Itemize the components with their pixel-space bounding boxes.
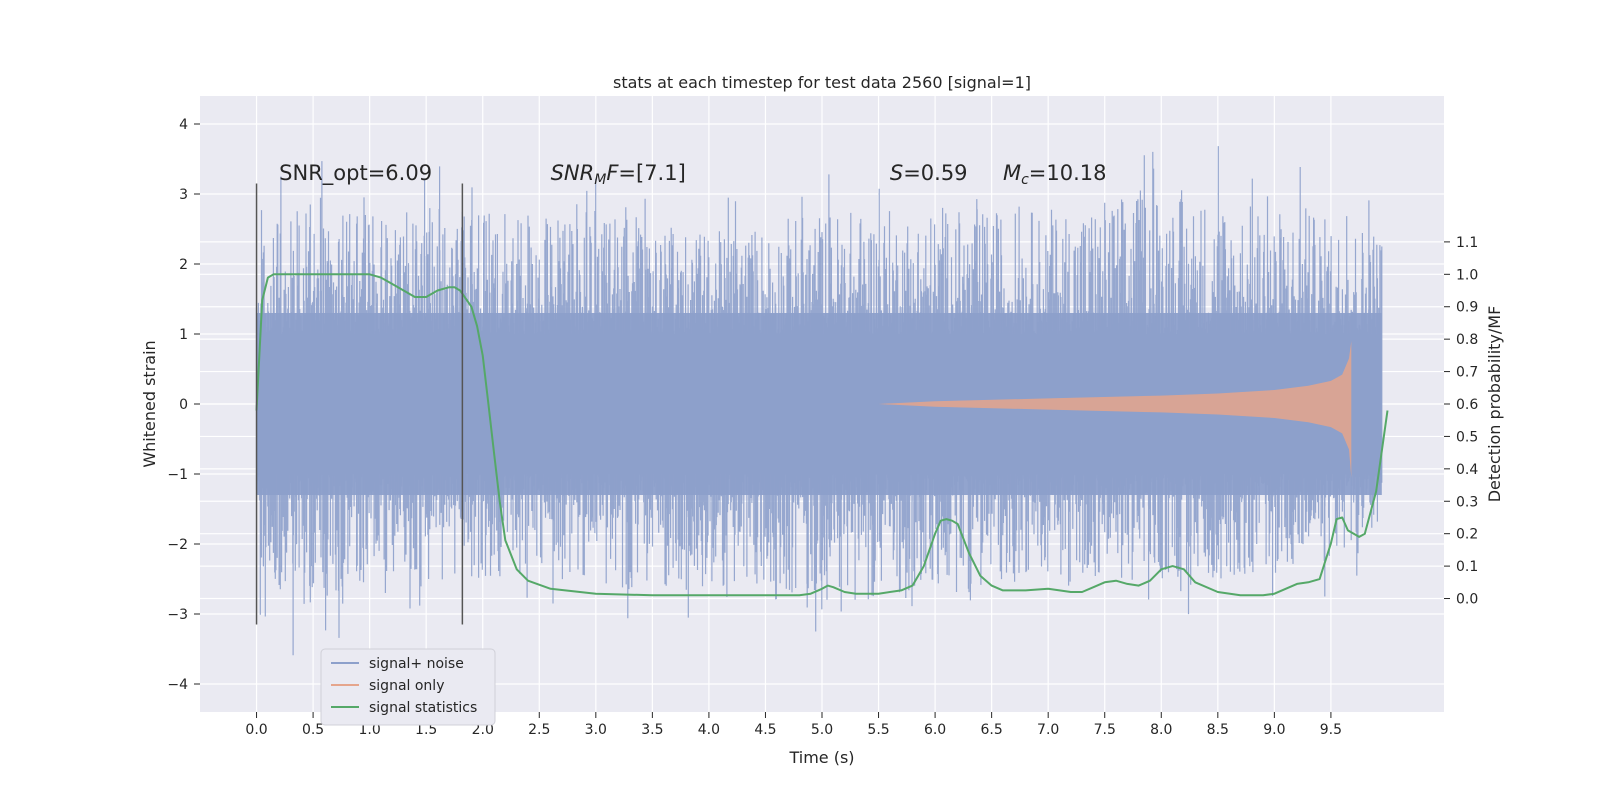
x-tick-label: 4.0 [698,722,720,738]
x-tick-label: 7.5 [1094,722,1116,738]
x-tick-label: 5.5 [867,722,889,738]
y-tick-label: 1 [179,327,188,343]
legend-label-signal-statistics: signal statistics [369,700,477,716]
annotation-snr-mf: SNRMF=[7.1] [551,161,686,188]
legend-label-signal-only: signal only [369,678,444,694]
y-tick-label: 3 [179,187,188,203]
x-tick-label: 6.5 [981,722,1003,738]
x-tick-label: 2.0 [472,722,494,738]
series-signal-only [878,341,1352,478]
y-right-tick-label: 0.8 [1456,332,1478,348]
y-axis-right-label: Detection probability/MF [1485,306,1504,503]
y-tick-label: −2 [167,537,188,553]
y-tick-label: −3 [167,607,188,623]
x-tick-label: 3.0 [585,722,607,738]
annotation-s: S=0.59 [890,161,968,185]
y-right-tick-label: 0.4 [1456,462,1478,478]
x-tick-label: 1.5 [415,722,437,738]
x-tick-label: 0.5 [302,722,324,738]
x-tick-label: 7.0 [1037,722,1059,738]
signal-chirp [878,341,1352,478]
y-right-tick-label: 0.1 [1456,559,1478,575]
y-right-tick-label: 1.1 [1456,235,1478,251]
marker-lines [255,183,464,625]
x-tick-label: 2.5 [528,722,550,738]
y-right-tick-label: 0.9 [1456,300,1478,316]
x-tick-label: 9.0 [1263,722,1285,738]
annotations: SNR_opt=6.09 SNRMF=[7.1] S=0.59 Mc=10.18 [279,161,1106,188]
y-right-tick-label: 1.0 [1456,267,1478,283]
x-tick-label: 9.5 [1320,722,1342,738]
y-right-tick-label: 0.6 [1456,397,1478,413]
y-tick-label: −1 [167,467,188,483]
y-axis-label: Whitened strain [140,340,159,467]
x-tick-label: 5.0 [811,722,833,738]
y-tick-label: 4 [179,117,188,133]
y-axis-right: 0.0 0.1 0.2 0.3 0.4 0.5 0.6 0.7 0.8 0.9 1.0 1.1 [1444,235,1478,608]
series-signal-statistics [255,273,1389,597]
legend: signal+ noise signal only signal statist… [320,648,496,726]
annotation-mc: Mc=10.18 [1003,161,1107,188]
x-tick-label: 0.0 [245,722,267,738]
x-tick-label: 1.0 [359,722,381,738]
x-axis: 0.0 0.5 1.0 1.5 2.0 2.5 3.0 3.5 4.0 4.5 5.0 5.5 6.0 6… [245,712,1342,738]
x-tick-label: 8.5 [1207,722,1229,738]
x-tick-label: 3.5 [641,722,663,738]
y-right-tick-label: 0.5 [1456,429,1478,445]
y-tick-label: 0 [179,397,188,413]
x-axis-label: Time (s) [788,748,854,767]
legend-box [320,648,496,726]
x-tick-label: 8.0 [1150,722,1172,738]
annotation-snr-opt: SNR_opt=6.09 [279,161,432,186]
y-right-tick-label: 0.0 [1456,592,1478,608]
x-tick-label: 4.5 [754,722,776,738]
y-tick-label: −4 [167,677,188,693]
y-axis-left: −4 −3 −2 −1 0 1 2 3 4 [167,117,200,693]
y-tick-label: 2 [179,257,188,273]
y-right-tick-label: 0.3 [1456,494,1478,510]
x-tick-label: 6.0 [924,722,946,738]
y-right-tick-label: 0.2 [1456,527,1478,543]
y-right-tick-label: 0.7 [1456,365,1478,381]
legend-label-signal-noise: signal+ noise [369,656,464,672]
chart-title: stats at each timestep for test data 256… [613,73,1031,92]
signal-statistics-line [255,273,1389,597]
